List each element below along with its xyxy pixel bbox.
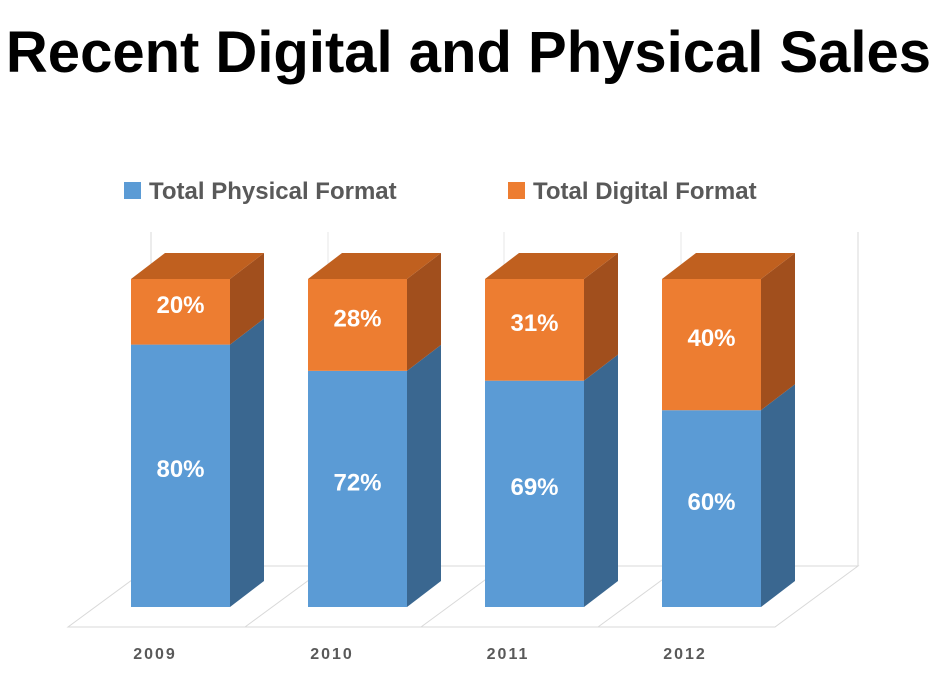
- bar-side-2011-digital: [584, 253, 618, 381]
- legend-label-physical: Total Physical Format: [149, 178, 397, 205]
- x-tick-label-2009: 2009: [133, 646, 177, 663]
- bar-side-2012-digital: [761, 253, 795, 411]
- data-labels: 80% 20% 72% 28% 69% 31% 60% 40%: [156, 292, 735, 516]
- x-axis: 2009 2010 2011 2012: [133, 646, 707, 663]
- bar-side-2009-physical: [230, 318, 264, 607]
- bar-top-2010-digital: [308, 253, 441, 279]
- bar-2010-physical: [308, 370, 407, 607]
- bar-top-2011-digital: [485, 253, 618, 279]
- data-label-2010-digital: 28%: [333, 305, 381, 332]
- data-label-2012-physical: 60%: [687, 489, 735, 516]
- data-label-2009-digital: 20%: [156, 292, 204, 319]
- x-tick-label-2011: 2011: [487, 646, 530, 663]
- bars: [131, 253, 795, 607]
- bar-side-2010-physical: [407, 344, 441, 607]
- data-label-2010-physical: 72%: [333, 469, 381, 496]
- legend-label-digital: Total Digital Format: [533, 178, 757, 205]
- bar-2012-physical: [662, 410, 761, 607]
- legend-swatch-physical: [124, 182, 141, 199]
- chart-title: Recent Digital and Physical Sales: [5, 20, 932, 85]
- data-label-2009-physical: 80%: [156, 456, 204, 483]
- legend: Total Physical Format Total Digital Form…: [124, 178, 757, 205]
- bar-side-2012-physical: [761, 384, 795, 607]
- data-label-2011-digital: 31%: [510, 310, 558, 337]
- bar-side-2011-physical: [584, 354, 618, 607]
- bar-side-2009-digital: [230, 253, 264, 345]
- bar-top-2009-digital: [131, 253, 264, 279]
- bar-2012-digital: [662, 279, 761, 411]
- bar-top-2012-digital: [662, 253, 795, 279]
- x-tick-label-2010: 2010: [310, 646, 354, 663]
- bar-2010-digital: [308, 279, 407, 371]
- bar-2009-physical: [131, 344, 230, 607]
- bar-side-2010-digital: [407, 253, 441, 371]
- bar-2009-digital: [131, 279, 230, 345]
- x-tick-label-2012: 2012: [663, 646, 707, 663]
- bar-2011-digital: [485, 279, 584, 381]
- data-label-2011-physical: 69%: [510, 474, 558, 501]
- legend-swatch-digital: [508, 182, 525, 199]
- bar-2011-physical: [485, 380, 584, 607]
- data-label-2012-digital: 40%: [687, 325, 735, 352]
